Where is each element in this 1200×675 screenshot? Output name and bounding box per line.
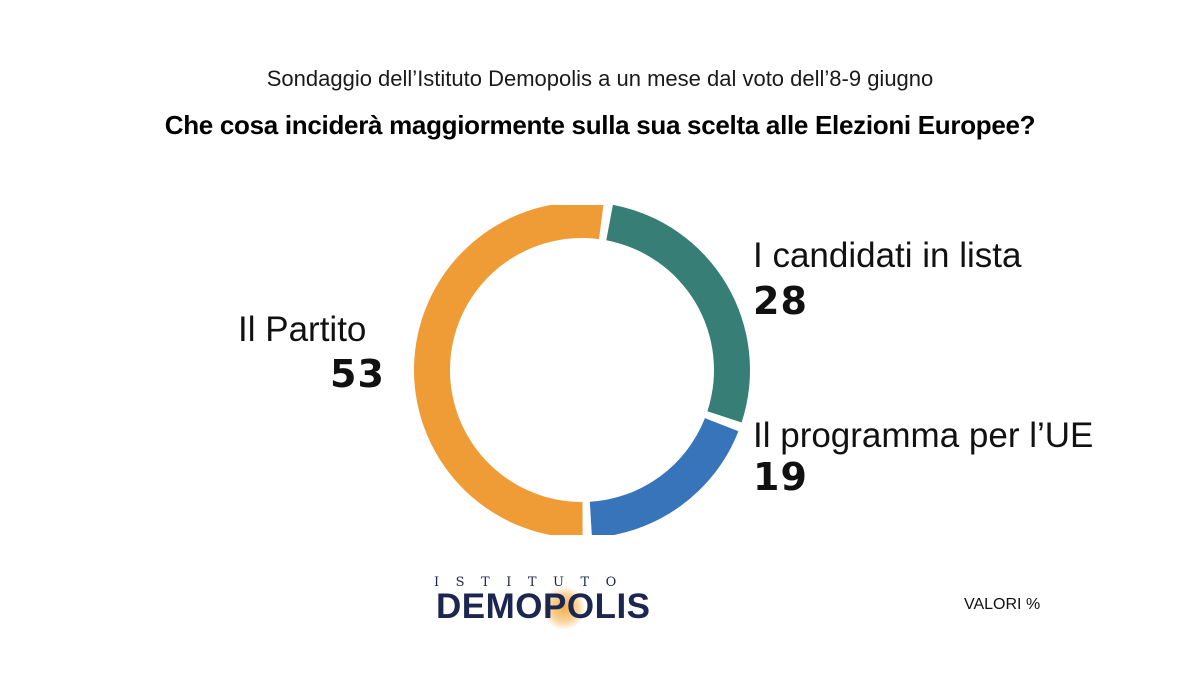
logo-main-text: DEMOPOLIS	[436, 587, 651, 626]
label-candidati: I candidati in lista	[753, 236, 1022, 275]
value-candidati: 28	[753, 279, 808, 323]
chart-subtitle: Sondaggio dell’Istituto Demopolis a un m…	[266, 66, 934, 91]
chart-title: Che cosa inciderà maggiormente sulla sua…	[164, 110, 1036, 140]
units-note: VALORI %	[964, 596, 1041, 613]
label-programma: Il programma per l’UE	[753, 416, 1094, 455]
value-programma: 19	[753, 455, 808, 499]
value-partito: 53	[330, 352, 385, 396]
segment-programma	[589, 418, 739, 535]
segment-candidati	[606, 205, 750, 423]
demopolis-logo: ISTITUTO DEMOPOLIS	[420, 575, 740, 635]
segment-partito	[414, 205, 604, 535]
label-partito: Il Partito	[238, 310, 367, 349]
logo-sun-glow	[544, 585, 584, 631]
donut-chart	[414, 205, 750, 535]
